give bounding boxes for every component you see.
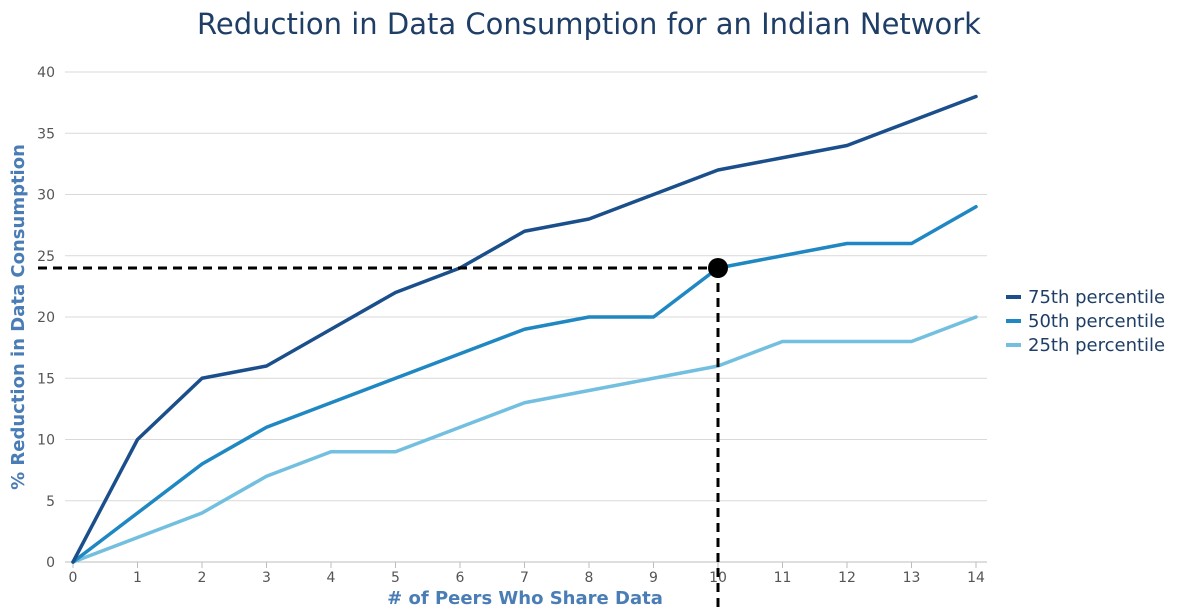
y-tick-label: 0 bbox=[46, 555, 55, 571]
y-tick-label: 10 bbox=[37, 433, 55, 449]
series-line bbox=[71, 94, 978, 564]
x-axis-ticks: 0 1 2 3 4 5 6 7 8 9 10 11 12 13 14 bbox=[69, 562, 985, 586]
grid-lines bbox=[65, 71, 987, 563]
x-tick-label: 12 bbox=[838, 570, 856, 586]
x-tick-label: 5 bbox=[391, 570, 400, 586]
series-lines bbox=[71, 94, 978, 564]
x-tick-label: 14 bbox=[967, 570, 985, 586]
x-tick-label: 9 bbox=[649, 570, 658, 586]
y-tick-label: 25 bbox=[37, 249, 55, 265]
legend-label: 75th percentile bbox=[1028, 287, 1165, 308]
x-tick-label: 8 bbox=[585, 570, 594, 586]
y-tick-label: 20 bbox=[37, 310, 55, 326]
x-tick-label: 11 bbox=[774, 570, 792, 586]
y-tick-label: 35 bbox=[37, 126, 55, 142]
legend-label: 25th percentile bbox=[1028, 335, 1165, 356]
annotation-crosshair bbox=[38, 258, 728, 610]
x-tick-label: 6 bbox=[456, 570, 465, 586]
y-axis-ticks: 0 5 10 15 20 25 30 35 40 bbox=[37, 65, 55, 571]
y-tick-label: 5 bbox=[46, 494, 55, 510]
y-tick-label: 30 bbox=[37, 188, 55, 204]
y-tick-label: 40 bbox=[37, 65, 55, 81]
x-tick-label: 10 bbox=[709, 570, 727, 586]
x-tick-label: 3 bbox=[262, 570, 271, 586]
legend: 75th percentile 50th percentile 25th perce… bbox=[1006, 287, 1165, 356]
legend-label: 50th percentile bbox=[1028, 311, 1165, 332]
y-axis-title: % Reduction in Data Consumption bbox=[8, 144, 29, 490]
y-tick-label: 15 bbox=[37, 371, 55, 387]
chart-title: Reduction in Data Consumption for an Ind… bbox=[197, 7, 981, 41]
x-tick-label: 7 bbox=[520, 570, 529, 586]
x-axis-title: # of Peers Who Share Data bbox=[387, 588, 663, 609]
x-tick-label: 2 bbox=[198, 570, 207, 586]
annotation-marker bbox=[708, 258, 728, 278]
series-line bbox=[71, 315, 978, 564]
x-tick-label: 1 bbox=[133, 570, 142, 586]
x-tick-label: 0 bbox=[69, 570, 78, 586]
series-line bbox=[71, 205, 978, 564]
x-tick-label: 13 bbox=[903, 570, 921, 586]
x-tick-label: 4 bbox=[327, 570, 336, 586]
